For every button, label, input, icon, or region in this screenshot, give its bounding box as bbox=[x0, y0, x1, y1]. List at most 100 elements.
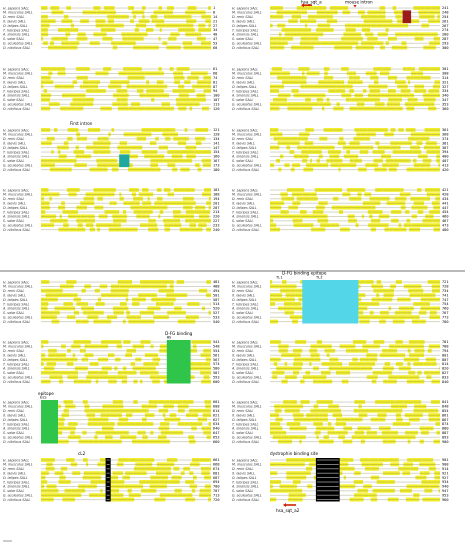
conserved-residue bbox=[170, 493, 178, 498]
conserved-residue bbox=[126, 67, 136, 71]
conserved-residue bbox=[102, 223, 110, 228]
conserved-residue bbox=[370, 75, 379, 80]
conserved-residue bbox=[404, 192, 411, 197]
conserved-residue bbox=[58, 379, 64, 384]
conserved-residue bbox=[117, 413, 122, 418]
conserved-residue bbox=[301, 150, 312, 154]
conserved-residue bbox=[398, 196, 407, 201]
conserved-residue bbox=[382, 408, 393, 413]
species-label: D. rerio SALL bbox=[232, 289, 254, 293]
conserved-residue bbox=[197, 80, 205, 85]
conserved-residue bbox=[332, 196, 339, 201]
species-label: H. sapiens SALL bbox=[3, 67, 29, 71]
sequence-row bbox=[270, 363, 440, 365]
species-label: T. rubripes SALL bbox=[232, 480, 259, 484]
conserved-residue bbox=[350, 417, 355, 422]
conserved-residue bbox=[272, 375, 278, 380]
conserved-residue bbox=[334, 205, 344, 210]
conserved-residue bbox=[367, 14, 378, 19]
conserved-residue bbox=[179, 97, 187, 102]
conserved-residue bbox=[278, 201, 285, 206]
conserved-residue bbox=[72, 97, 83, 102]
species-label: X. laevis SALL bbox=[231, 472, 255, 476]
conserved-residue bbox=[397, 19, 406, 24]
conserved-residue bbox=[270, 6, 278, 10]
sequence-row bbox=[41, 401, 211, 403]
conserved-residue bbox=[270, 293, 273, 298]
conserved-residue bbox=[357, 80, 363, 85]
conserved-residue bbox=[176, 45, 181, 50]
conserved-residue bbox=[174, 488, 182, 493]
conserved-residue bbox=[126, 370, 137, 375]
species-label: D. rerio SALL bbox=[3, 137, 25, 141]
position-number: 194 bbox=[213, 197, 220, 201]
conserved-residue bbox=[387, 471, 395, 476]
conserved-residue bbox=[275, 417, 283, 422]
conserved-residue bbox=[150, 430, 154, 435]
conserved-residue bbox=[194, 150, 203, 154]
species-label: M. musculus SALL bbox=[3, 133, 33, 137]
conserved-residue bbox=[364, 45, 372, 50]
conserved-residue bbox=[95, 19, 106, 24]
conserved-residue bbox=[292, 32, 302, 37]
conserved-residue bbox=[281, 439, 288, 444]
conserved-residue bbox=[299, 19, 311, 24]
conserved-residue bbox=[346, 188, 357, 192]
position-number: 874 bbox=[442, 422, 449, 426]
conserved-residue bbox=[66, 280, 77, 284]
conserved-residue bbox=[387, 348, 398, 353]
conserved-residue bbox=[356, 102, 361, 107]
conserved-residue bbox=[73, 150, 85, 154]
conserved-residue bbox=[135, 366, 146, 371]
conserved-residue bbox=[156, 462, 160, 467]
conserved-residue bbox=[281, 353, 284, 358]
sequence-row bbox=[270, 142, 440, 144]
conserved-residue bbox=[101, 430, 112, 435]
conserved-residue bbox=[63, 400, 73, 404]
conserved-residue bbox=[64, 488, 72, 493]
position-number: 60 bbox=[213, 46, 217, 50]
conserved-residue bbox=[321, 14, 326, 19]
conserved-residue bbox=[304, 84, 314, 89]
conserved-residue bbox=[416, 71, 424, 76]
conserved-residue bbox=[298, 302, 302, 306]
conserved-residue bbox=[144, 71, 153, 76]
conserved-residue bbox=[406, 310, 412, 315]
position-number: 713 bbox=[213, 493, 220, 497]
conserved-residue bbox=[140, 214, 147, 219]
conserved-residue bbox=[109, 480, 119, 484]
conserved-residue bbox=[57, 45, 67, 50]
conserved-residue bbox=[425, 302, 430, 306]
conserved-residue bbox=[298, 14, 302, 19]
conserved-residue bbox=[79, 154, 82, 159]
conserved-residue bbox=[110, 288, 119, 293]
position-number: 781 bbox=[442, 340, 449, 344]
sequence-row bbox=[41, 77, 211, 79]
conserved-residue bbox=[113, 310, 124, 315]
conserved-residue bbox=[155, 471, 163, 476]
conserved-residue bbox=[41, 471, 49, 476]
conserved-residue bbox=[332, 154, 340, 159]
conserved-residue bbox=[438, 497, 440, 502]
conserved-residue bbox=[141, 150, 150, 154]
conserved-residue bbox=[128, 106, 137, 111]
annotation-cl2: cL2 bbox=[78, 451, 86, 456]
conserved-residue bbox=[379, 284, 383, 289]
conserved-residue bbox=[414, 84, 424, 89]
annotation-first-intron: First intron bbox=[70, 121, 93, 126]
conserved-residue bbox=[93, 32, 100, 37]
conserved-residue bbox=[423, 145, 435, 150]
position-number: 840 bbox=[442, 380, 449, 384]
conserved-residue bbox=[176, 67, 183, 71]
conserved-residue bbox=[297, 145, 303, 150]
conserved-residue bbox=[285, 375, 289, 380]
position-number: 454 bbox=[442, 210, 449, 214]
species-label: X. laevis SALL bbox=[2, 414, 26, 418]
conserved-residue bbox=[55, 288, 63, 293]
conserved-residue bbox=[117, 223, 121, 228]
conserved-residue bbox=[310, 344, 319, 349]
conserved-residue bbox=[173, 136, 177, 141]
sequence-row bbox=[270, 432, 440, 434]
conserved-residue bbox=[116, 375, 128, 380]
